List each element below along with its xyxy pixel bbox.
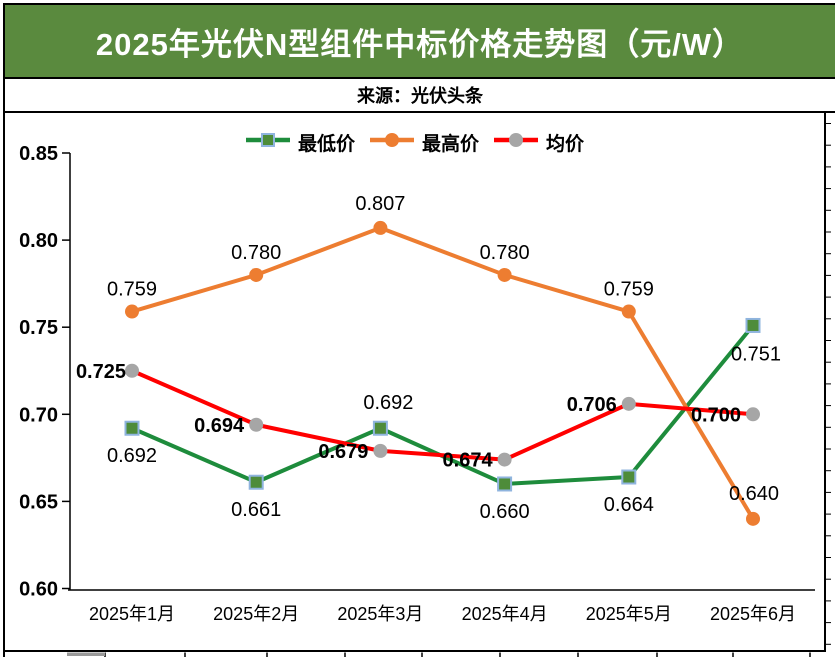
- marker-square: [124, 420, 140, 436]
- legend-sample-svg: [245, 132, 290, 147]
- data-label: 0.780: [480, 242, 530, 264]
- marker-circle: [621, 304, 636, 319]
- x-tick-label: 2025年2月: [213, 604, 299, 624]
- legend-item-avg-price: 均价: [493, 129, 584, 156]
- data-label: 0.759: [107, 279, 157, 301]
- data-label: 0.706: [567, 394, 617, 416]
- min-price-line-icon: [245, 132, 291, 154]
- series-line-1: [130, 225, 755, 521]
- series-line-2: [130, 368, 755, 462]
- legend-label-max-price: 最高价: [421, 134, 479, 155]
- y-tick-label: 0.80: [19, 230, 58, 252]
- legend-item-min-price: 最低价: [245, 129, 355, 156]
- marker-square: [372, 420, 388, 436]
- legend-label-min-price: 最低价: [297, 134, 355, 155]
- y-tick-label: 0.70: [19, 404, 58, 426]
- chart-legend: 最低价 最高价 均价: [3, 129, 826, 156]
- source-bar: 来源：光伏头条: [3, 79, 835, 113]
- data-label: 0.751: [731, 343, 781, 365]
- chart-area: [3, 113, 826, 652]
- data-label: 0.759: [604, 279, 654, 301]
- y-tick-label: 0.75: [19, 317, 58, 339]
- marker-circle: [249, 267, 264, 282]
- marker-square: [248, 474, 264, 490]
- marker-circle: [373, 443, 388, 458]
- marker-circle: [621, 396, 636, 411]
- legend-item-max-price: 最高价: [369, 129, 479, 156]
- marker-circle: [497, 267, 512, 282]
- marker-square: [621, 469, 637, 485]
- data-label: 0.725: [76, 361, 126, 383]
- sheet-cell-top: [67, 652, 105, 656]
- marker-square: [745, 317, 761, 333]
- data-label: 0.692: [363, 392, 413, 414]
- data-label: 0.660: [480, 501, 530, 523]
- y-tick-label: 0.60: [19, 579, 58, 601]
- page-title: 2025年光伏N型组件中标价格走势图（元/W）: [95, 26, 745, 62]
- data-label: 0.807: [355, 193, 405, 215]
- y-tick-label: 0.85: [19, 143, 58, 165]
- avg-price-line-icon: [493, 132, 539, 154]
- marker-square: [497, 476, 513, 492]
- legend-sample-svg: [494, 132, 538, 147]
- data-label: 0.674: [443, 450, 494, 472]
- data-label: 0.664: [604, 494, 654, 516]
- source-label: 来源：光伏头条: [357, 86, 483, 106]
- x-tick-label: 2025年6月: [710, 604, 796, 624]
- marker-circle: [373, 220, 388, 235]
- x-tick-label: 2025年4月: [462, 604, 548, 624]
- title-bar: 2025年光伏N型组件中标价格走势图（元/W）: [3, 3, 835, 79]
- legend-sample-svg: [369, 132, 414, 147]
- data-label: 0.780: [231, 242, 281, 264]
- x-tick-label: 2025年3月: [337, 604, 423, 624]
- x-tick-label: 2025年1月: [89, 604, 175, 624]
- data-label: 0.694: [194, 415, 245, 437]
- marker-circle: [125, 363, 139, 378]
- x-tick-label: 2025年5月: [586, 604, 672, 624]
- max-price-line-icon: [369, 132, 415, 154]
- data-label: 0.640: [729, 483, 779, 505]
- marker-circle: [125, 304, 139, 319]
- data-label: 0.700: [691, 404, 741, 426]
- legend-label-avg-price: 均价: [546, 134, 585, 155]
- marker-circle: [249, 417, 264, 432]
- marker-circle: [497, 452, 512, 467]
- marker-circle: [746, 511, 760, 526]
- data-label: 0.692: [107, 445, 157, 467]
- y-tick-label: 0.65: [19, 491, 58, 513]
- data-label: 0.661: [231, 499, 281, 521]
- data-label: 0.679: [318, 441, 368, 463]
- marker-circle: [746, 407, 760, 422]
